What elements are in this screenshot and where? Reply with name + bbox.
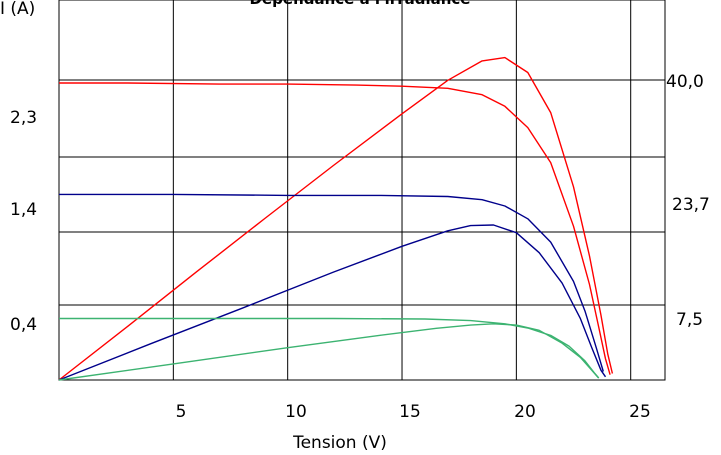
x-tick-label: 25 (629, 402, 651, 422)
series-line-power-1 (58, 56, 614, 381)
right-tick-label: 23,7 (672, 195, 710, 215)
x-tick-label: 10 (285, 402, 307, 422)
curves (58, 56, 614, 381)
left-tick-label: 1,4 (10, 200, 37, 220)
x-tick-label: 20 (514, 402, 536, 422)
series-line-power-3 (58, 224, 607, 381)
left-tick-label: 0,4 (10, 315, 37, 335)
left-ticks: 2,3 1,4 0,4 (10, 108, 37, 335)
left-tick-label: 2,3 (10, 108, 37, 128)
x-tick-label: 5 (176, 402, 187, 422)
x-axis-label: Tension (V) (292, 433, 387, 453)
y-axis-label: I (A) (0, 0, 35, 19)
x-ticks: 5 10 15 20 25 (176, 402, 651, 422)
plot-frame (58, 0, 666, 381)
right-ticks: 40,0 23,7 7,5 (666, 72, 710, 330)
series-line-current-4 (59, 317, 600, 379)
grid (59, 0, 665, 380)
series-line-current-2 (59, 193, 604, 372)
x-tick-label: 15 (399, 402, 421, 422)
right-tick-label: 40,0 (666, 72, 704, 92)
series-line-current-0 (59, 82, 611, 375)
series-line-power-5 (58, 323, 600, 381)
right-tick-label: 7,5 (676, 310, 703, 330)
chart-title: Dépendance à l'irradiance (250, 0, 471, 8)
